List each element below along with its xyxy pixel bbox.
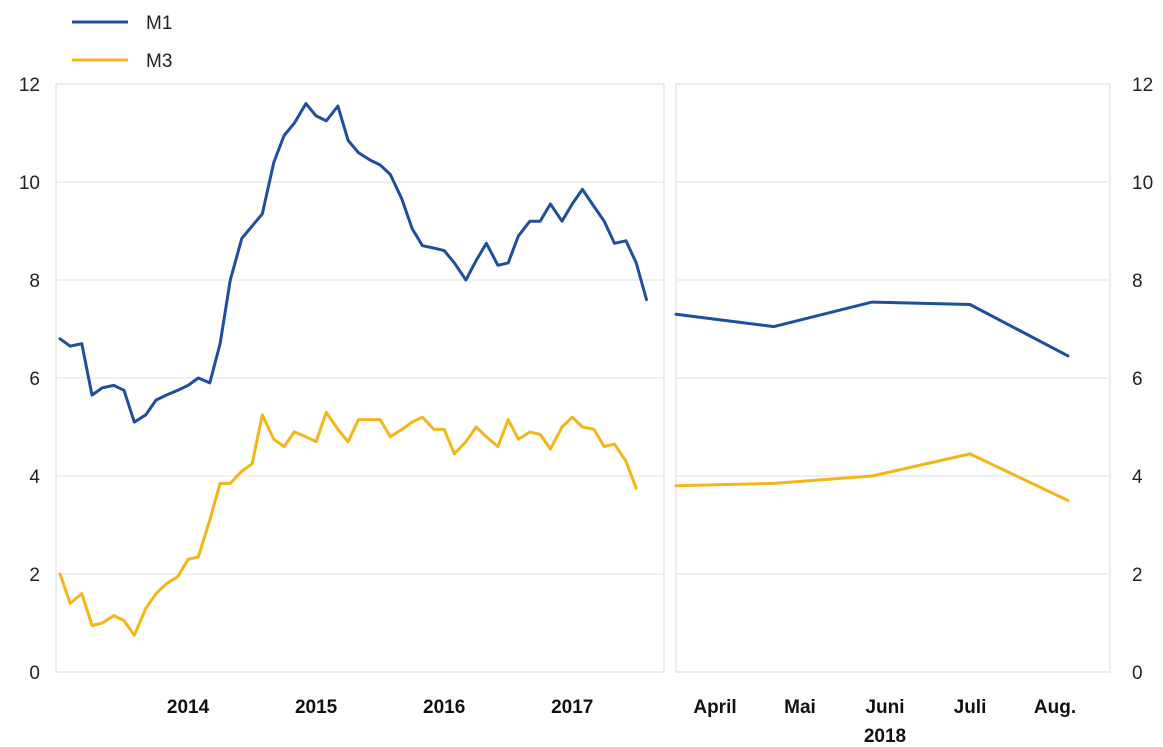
left-y-tick-label: 0 xyxy=(29,663,40,684)
left-y-tick-label: 8 xyxy=(29,271,40,292)
right-x-tick-label: Juni xyxy=(865,697,904,718)
right-x-tick-label: Aug. xyxy=(1034,697,1076,718)
left-series-line-m1 xyxy=(58,102,648,424)
left-series-line-m3 xyxy=(58,410,638,637)
right-x-year-label: 2018 xyxy=(864,726,906,747)
left-y-axis: 0 2 4 6 8 10 12 xyxy=(19,75,41,684)
right-y-tick-label: 2 xyxy=(1132,565,1143,586)
right-y-tick-label: 8 xyxy=(1132,271,1143,292)
right-series xyxy=(674,300,1070,502)
left-series xyxy=(58,102,648,637)
right-panel: 0 2 4 6 8 10 12 April Mai Juni Juli Aug. 2018 xyxy=(674,75,1153,747)
right-series-line-m1 xyxy=(674,300,1070,358)
right-x-tick-label: Mai xyxy=(784,697,816,718)
left-y-tick-label: 6 xyxy=(29,369,40,390)
left-x-tick-label: 2015 xyxy=(295,697,338,718)
right-x-axis: April Mai Juni Juli Aug. xyxy=(693,697,1076,718)
legend-label-m3: M3 xyxy=(146,51,172,72)
left-x-tick-label: 2017 xyxy=(551,697,593,718)
legend-label-m1: M1 xyxy=(146,13,172,34)
right-gridlines xyxy=(676,181,1110,575)
right-y-tick-label: 6 xyxy=(1132,369,1143,390)
left-x-tick-label: 2016 xyxy=(423,697,465,718)
left-x-axis: 2014 2015 2016 2017 xyxy=(167,697,593,718)
left-gridlines xyxy=(56,181,664,575)
left-y-tick-label: 10 xyxy=(19,173,40,194)
right-y-tick-label: 10 xyxy=(1132,173,1153,194)
left-y-tick-label: 12 xyxy=(19,75,40,96)
left-y-tick-label: 4 xyxy=(29,467,40,488)
legend: M1 M3 xyxy=(72,13,172,72)
left-x-tick-label: 2014 xyxy=(167,697,210,718)
right-x-tick-label: April xyxy=(693,697,736,718)
right-y-tick-label: 4 xyxy=(1132,467,1143,488)
right-series-line-m3 xyxy=(674,452,1070,502)
right-y-tick-label: 12 xyxy=(1132,75,1153,96)
left-panel: 0 2 4 6 8 10 12 2014 2015 2016 2017 xyxy=(19,75,665,718)
right-x-tick-label: Juli xyxy=(954,697,987,718)
right-y-axis: 0 2 4 6 8 10 12 xyxy=(1132,75,1153,684)
left-y-tick-label: 2 xyxy=(29,565,40,586)
right-y-tick-label: 0 xyxy=(1132,663,1143,684)
